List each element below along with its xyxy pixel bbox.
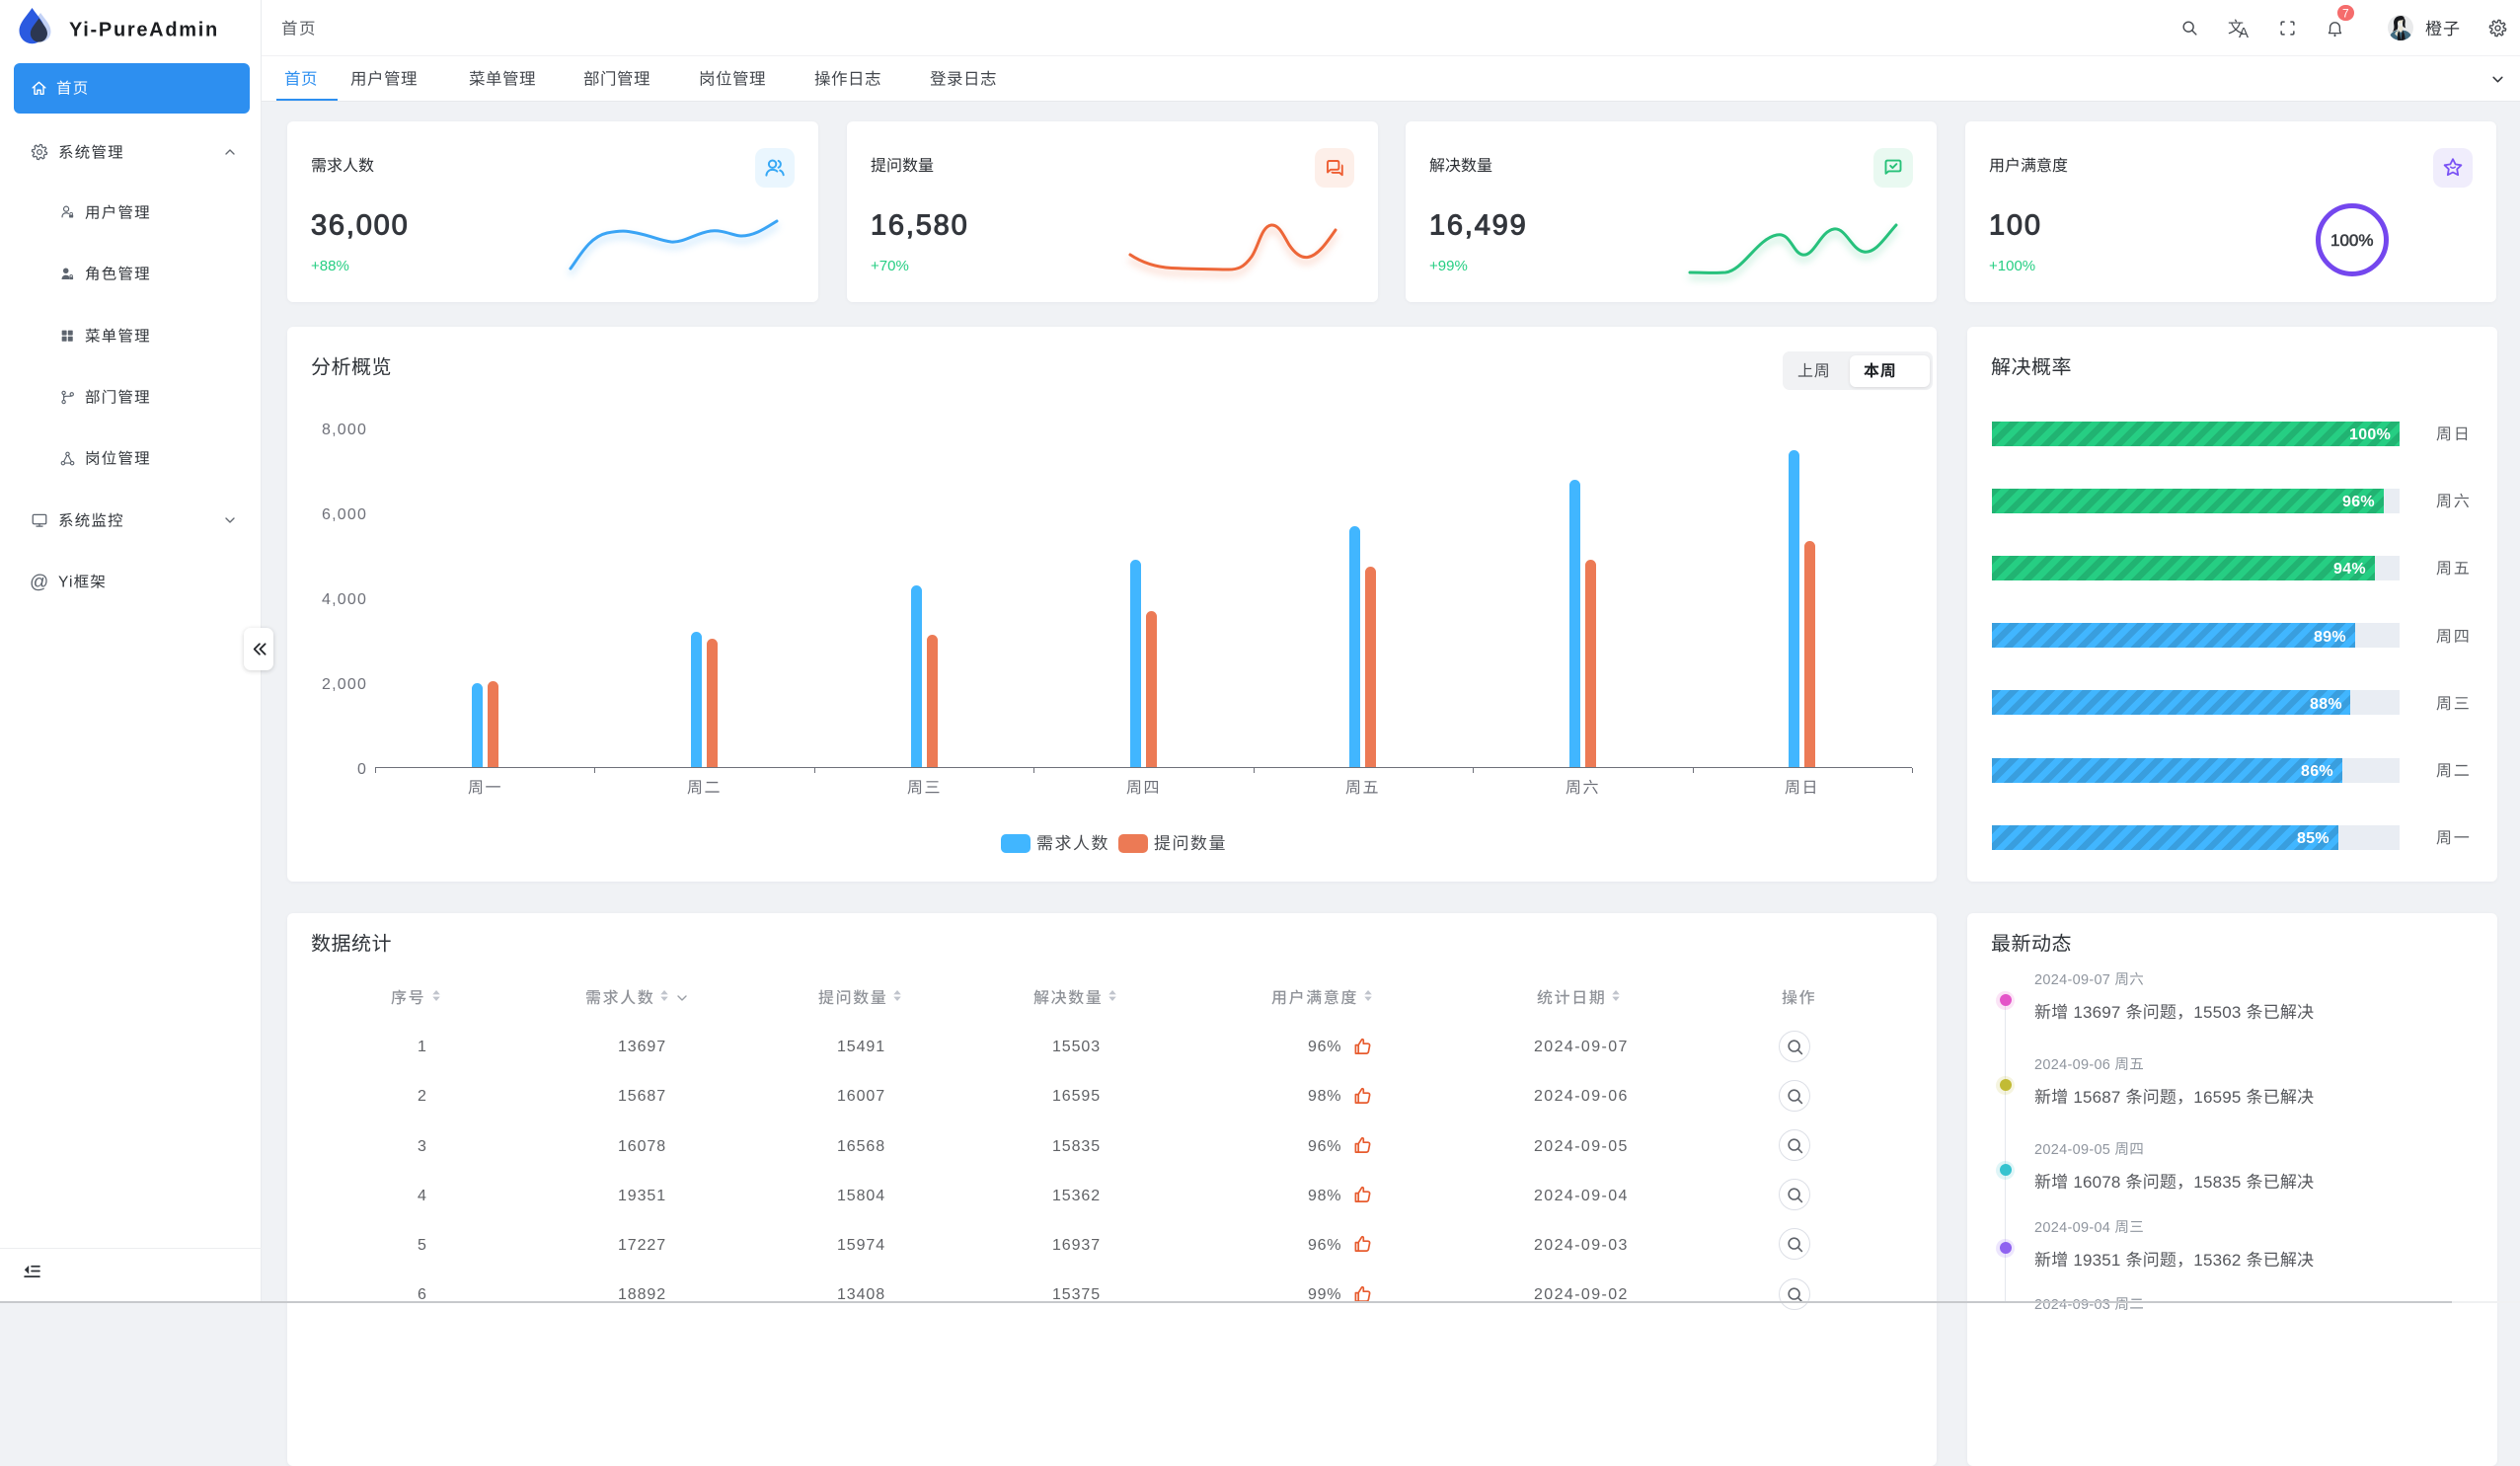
svg-text:19351: 19351 <box>618 1188 666 1204</box>
svg-text:2024-09-06: 2024-09-06 <box>1534 1088 1629 1105</box>
svg-text:2: 2 <box>418 1088 426 1105</box>
svg-text:15835: 15835 <box>1052 1138 1101 1155</box>
svg-text:16078: 16078 <box>2068 1173 2125 1192</box>
svg-text:7: 7 <box>2342 6 2349 20</box>
svg-text:13697: 13697 <box>618 1039 666 1055</box>
svg-text:A: A <box>2239 25 2249 41</box>
svg-text:99%: 99% <box>1308 1286 1341 1303</box>
svg-text:2024-09-05: 2024-09-05 <box>2034 1141 2115 1157</box>
svg-text:19351: 19351 <box>2068 1251 2125 1270</box>
svg-text:2024-09-02: 2024-09-02 <box>1534 1286 1629 1303</box>
svg-text:100%: 100% <box>2349 426 2391 443</box>
svg-text:Yi-PureAdmin: Yi-PureAdmin <box>69 19 219 40</box>
svg-text:6,000: 6,000 <box>322 506 367 523</box>
svg-text:13408: 13408 <box>837 1286 885 1303</box>
svg-text:100%: 100% <box>2330 231 2373 250</box>
svg-text:96%: 96% <box>1308 1039 1341 1055</box>
svg-text:15491: 15491 <box>837 1039 885 1055</box>
svg-text:89%: 89% <box>2314 629 2346 646</box>
svg-text:85%: 85% <box>2297 830 2329 847</box>
svg-text:16007: 16007 <box>837 1088 885 1105</box>
svg-text:4,000: 4,000 <box>322 591 367 608</box>
svg-text:15974: 15974 <box>837 1237 885 1254</box>
svg-text:15687: 15687 <box>618 1088 666 1105</box>
svg-text:98%: 98% <box>1308 1088 1341 1105</box>
svg-text:13697: 13697 <box>2068 1003 2125 1022</box>
svg-text:16568: 16568 <box>837 1138 885 1155</box>
svg-text:15503: 15503 <box>2193 1003 2246 1022</box>
svg-text:2024-09-03: 2024-09-03 <box>1534 1237 1629 1254</box>
svg-text:2024-09-05: 2024-09-05 <box>1534 1138 1629 1155</box>
svg-text:15362: 15362 <box>2193 1251 2246 1270</box>
svg-text:1: 1 <box>418 1039 426 1055</box>
svg-text:2,000: 2,000 <box>322 676 367 693</box>
svg-text:+70%: +70% <box>871 258 909 274</box>
svg-text:88%: 88% <box>2310 696 2342 713</box>
svg-text:96%: 96% <box>1308 1138 1341 1155</box>
svg-text:100: 100 <box>1989 209 2042 241</box>
svg-text:4: 4 <box>418 1188 426 1204</box>
svg-text:8,000: 8,000 <box>322 422 367 438</box>
svg-text:15362: 15362 <box>1052 1188 1101 1204</box>
svg-text:36,000: 36,000 <box>311 209 410 241</box>
svg-text:16595: 16595 <box>2193 1088 2246 1107</box>
svg-text:15375: 15375 <box>1052 1286 1101 1303</box>
svg-text:+99%: +99% <box>1429 258 1468 274</box>
svg-text:16078: 16078 <box>618 1138 666 1155</box>
svg-text:Yi: Yi <box>58 575 74 591</box>
svg-text:6: 6 <box>418 1286 426 1303</box>
svg-text:@: @ <box>30 573 48 593</box>
svg-text:16,580: 16,580 <box>871 209 969 241</box>
svg-text:16595: 16595 <box>1052 1088 1101 1105</box>
svg-text:18892: 18892 <box>618 1286 666 1303</box>
svg-text:5: 5 <box>418 1237 426 1254</box>
svg-text:0: 0 <box>357 761 367 778</box>
svg-text:2024-09-04: 2024-09-04 <box>1534 1188 1629 1204</box>
svg-text:2024-09-06: 2024-09-06 <box>2034 1056 2115 1072</box>
svg-text:2024-09-03: 2024-09-03 <box>2034 1296 2115 1312</box>
svg-text:+100%: +100% <box>1989 258 2035 274</box>
svg-text:94%: 94% <box>2333 561 2366 578</box>
svg-text:96%: 96% <box>1308 1237 1341 1254</box>
svg-text:86%: 86% <box>2301 763 2333 780</box>
svg-text:17227: 17227 <box>618 1237 666 1254</box>
svg-text:+88%: +88% <box>311 258 349 274</box>
svg-text:15804: 15804 <box>837 1188 885 1204</box>
svg-text:2024-09-07: 2024-09-07 <box>1534 1039 1629 1055</box>
svg-text:2024-09-04: 2024-09-04 <box>2034 1219 2115 1235</box>
svg-text:15503: 15503 <box>1052 1039 1101 1055</box>
svg-text:15687: 15687 <box>2068 1088 2125 1107</box>
svg-text:16937: 16937 <box>1052 1237 1101 1254</box>
svg-text:3: 3 <box>418 1138 426 1155</box>
svg-text:98%: 98% <box>1308 1188 1341 1204</box>
svg-text:96%: 96% <box>2342 494 2375 510</box>
svg-text:16,499: 16,499 <box>1429 209 1528 241</box>
svg-text:2024-09-07: 2024-09-07 <box>2034 971 2115 987</box>
svg-text:15835: 15835 <box>2193 1173 2246 1192</box>
